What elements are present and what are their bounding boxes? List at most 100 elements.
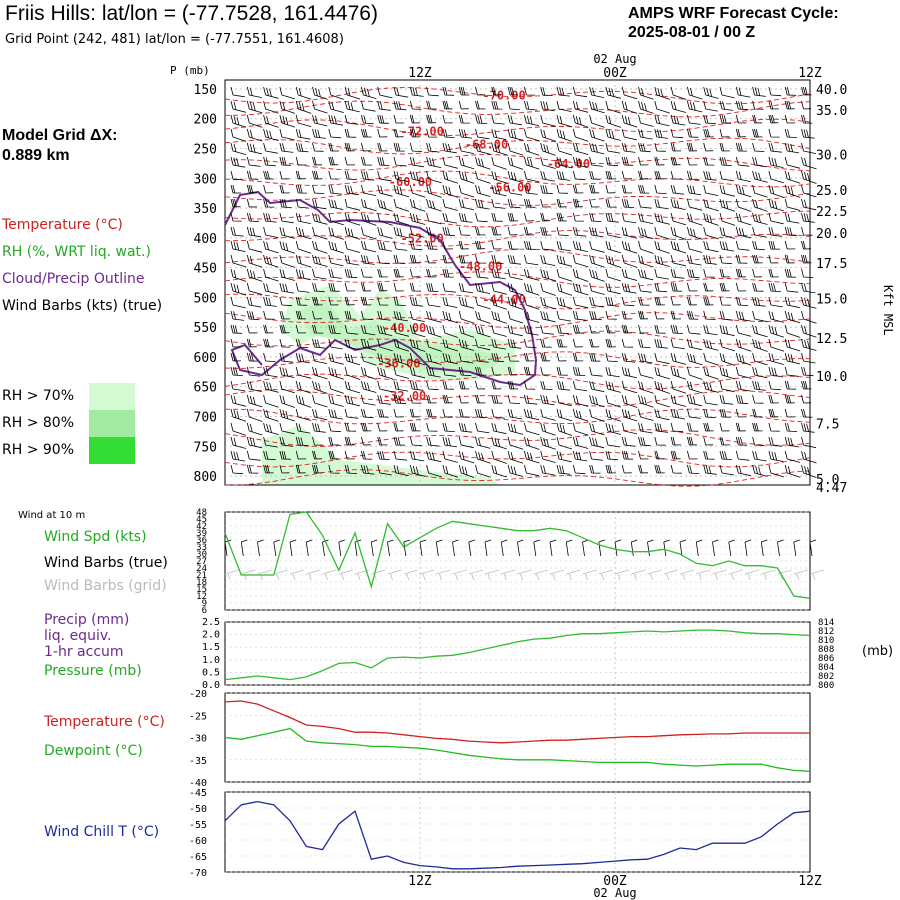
wind-barb	[409, 240, 423, 251]
wind-barb	[312, 394, 328, 408]
wind-barb	[687, 170, 700, 180]
wind-barb	[801, 142, 817, 154]
wind-barb	[361, 436, 371, 446]
temperature-contour-label: -36.00	[377, 357, 420, 371]
wind-barb	[784, 338, 801, 352]
temperature-contour	[224, 373, 811, 390]
wind-barb	[589, 324, 600, 334]
wind-barb	[328, 324, 341, 334]
wind-barb	[540, 464, 555, 476]
windchill-tick-label: -50	[189, 804, 207, 815]
wind-barb	[312, 268, 327, 280]
wind-barb	[638, 254, 654, 268]
wind-barb	[491, 338, 506, 350]
wind-barb	[801, 394, 812, 404]
wind-barb	[687, 324, 701, 335]
wind-barb	[295, 128, 311, 140]
wind-barb	[654, 268, 669, 280]
wind-barb	[393, 366, 410, 379]
wind-barb	[719, 380, 735, 393]
wind-barb	[295, 464, 306, 474]
wind-barb	[475, 422, 490, 434]
wind-barb	[735, 128, 746, 138]
wind-barb	[263, 338, 274, 348]
wind-barb	[540, 436, 556, 450]
wind-barb-true	[647, 539, 654, 557]
kft-tick-label: 17.5	[816, 257, 847, 272]
wind-barb	[344, 380, 361, 394]
wind-barb	[752, 170, 768, 183]
wind-barb	[752, 282, 764, 292]
pressure-tick-label: 700	[194, 411, 217, 426]
wind-barb	[735, 114, 747, 124]
wind-barb	[246, 254, 263, 268]
wind-barb	[605, 408, 622, 422]
wind-barb-true	[533, 539, 540, 557]
wind-barb	[670, 170, 682, 180]
time-tick-bottom: 12Z	[408, 874, 432, 889]
wind-barb	[703, 352, 719, 366]
wind-barb	[801, 464, 817, 478]
wind-barb	[491, 296, 507, 310]
wind-barb	[230, 408, 247, 422]
wind-barb	[801, 268, 814, 278]
wind-barb	[735, 240, 750, 251]
temperature-contour	[224, 230, 811, 247]
wind-barb	[312, 324, 324, 334]
wind-barb	[491, 366, 502, 376]
wind-barb	[654, 254, 670, 267]
wind-barb	[540, 142, 556, 156]
pressure-tick-label: 200	[194, 113, 217, 128]
wind-barb	[361, 394, 376, 406]
wind-barb	[572, 408, 589, 422]
temperature-contour	[224, 248, 811, 264]
wind-barb	[556, 338, 568, 348]
wind-barb	[295, 198, 310, 209]
wind-barb	[426, 226, 440, 237]
wind-barb	[263, 184, 274, 194]
wind-barb	[491, 380, 502, 390]
pressure-axis-title: P (mb)	[170, 64, 210, 77]
wind-barb-grid	[712, 569, 727, 581]
wind-barb	[361, 86, 377, 99]
wind-barb	[507, 324, 523, 337]
wind-barb	[638, 128, 653, 140]
wind-barb-true	[777, 539, 784, 557]
wind-barb	[393, 282, 404, 292]
wind-barb	[605, 240, 622, 254]
wind-barb	[589, 394, 605, 408]
wind-barb	[524, 254, 539, 266]
kft-tick-label: 7.5	[816, 418, 839, 433]
wind-barb	[540, 394, 555, 406]
wind-barb-true	[484, 539, 492, 557]
wind-barb	[507, 464, 524, 477]
model-grid-line1: Model Grid ΔX:	[2, 127, 118, 144]
wind-barb-true	[663, 539, 670, 557]
wind-barb	[735, 212, 752, 226]
wind-barb-true	[289, 539, 297, 557]
temp-tick-label: -35	[189, 756, 207, 767]
temperature-contour-label: -64.00	[547, 157, 590, 171]
wind-barb	[263, 268, 279, 282]
wind-barb	[589, 100, 605, 114]
legend-rh80-label: RH > 80%	[2, 415, 75, 431]
wind-barb	[572, 464, 586, 475]
wind-barb	[524, 114, 539, 126]
wind-barb-true	[370, 539, 378, 557]
wind-barb	[393, 170, 409, 182]
wind-barb	[605, 114, 622, 128]
wind-barb	[621, 296, 635, 307]
wind-barb	[507, 114, 522, 126]
pressure-line	[224, 629, 811, 681]
wind-barb	[409, 170, 426, 183]
pressure-right-tick-label: 808	[818, 645, 834, 655]
wind-barb	[752, 268, 763, 278]
windchill-tick-label: -45	[189, 788, 207, 799]
wind-barb	[719, 310, 734, 321]
wind-barb-true	[435, 539, 443, 557]
wind-barb	[768, 184, 785, 198]
wind-barb-true	[240, 539, 248, 557]
wind-barb	[458, 114, 470, 124]
wind-barb	[458, 128, 473, 139]
legend-wind-speed: Wind Spd (kts)	[44, 529, 147, 545]
